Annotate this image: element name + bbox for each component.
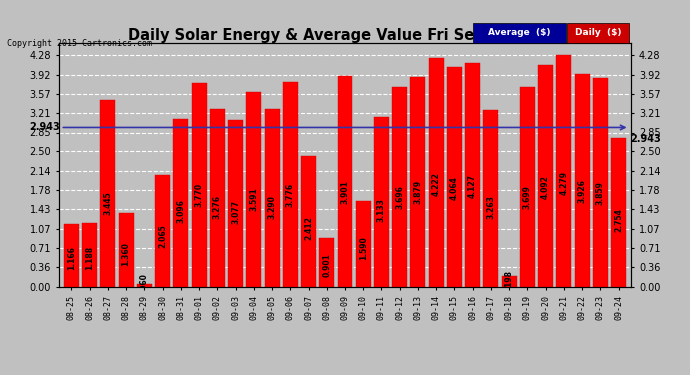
Bar xyxy=(447,67,462,287)
Bar xyxy=(538,65,553,287)
Text: 0.198: 0.198 xyxy=(504,270,513,294)
Bar xyxy=(246,92,262,287)
Text: 3.263: 3.263 xyxy=(486,195,495,219)
Bar xyxy=(411,77,426,287)
Bar xyxy=(337,76,353,287)
Text: 2.412: 2.412 xyxy=(304,216,313,240)
Bar xyxy=(502,276,517,287)
Text: 3.776: 3.776 xyxy=(286,183,295,207)
Bar xyxy=(228,120,243,287)
Text: 3.859: 3.859 xyxy=(596,181,605,205)
Text: 4.127: 4.127 xyxy=(469,174,477,198)
Text: 3.901: 3.901 xyxy=(340,180,350,204)
Text: 1.166: 1.166 xyxy=(67,246,76,270)
Bar xyxy=(137,284,152,287)
Text: 2.065: 2.065 xyxy=(158,225,167,248)
Text: 3.879: 3.879 xyxy=(413,180,422,204)
Text: Average  ($): Average ($) xyxy=(488,28,551,38)
Text: 4.092: 4.092 xyxy=(541,175,550,199)
Bar xyxy=(611,138,626,287)
Text: 1.188: 1.188 xyxy=(85,246,94,270)
Text: 3.696: 3.696 xyxy=(395,185,404,209)
Text: 0.901: 0.901 xyxy=(322,253,331,277)
Bar xyxy=(64,224,79,287)
Text: Daily  ($): Daily ($) xyxy=(575,28,622,38)
Bar xyxy=(283,82,298,287)
Bar xyxy=(520,87,535,287)
Text: 2.943: 2.943 xyxy=(631,134,661,144)
Bar xyxy=(392,87,407,287)
Text: 3.770: 3.770 xyxy=(195,183,204,207)
Text: 4.064: 4.064 xyxy=(450,176,459,200)
Bar xyxy=(192,82,206,287)
Text: 3.096: 3.096 xyxy=(177,200,186,223)
Text: 1.360: 1.360 xyxy=(121,242,130,266)
Text: 3.699: 3.699 xyxy=(523,185,532,209)
Bar xyxy=(82,222,97,287)
Title: Daily Solar Energy & Average Value Fri Sep 25 18:40: Daily Solar Energy & Average Value Fri S… xyxy=(128,28,562,43)
Text: 0.060: 0.060 xyxy=(140,273,149,297)
Bar xyxy=(101,100,115,287)
Text: 4.279: 4.279 xyxy=(560,171,569,195)
Bar xyxy=(374,117,389,287)
Text: 4.222: 4.222 xyxy=(432,172,441,196)
Text: 3.276: 3.276 xyxy=(213,195,221,219)
Bar xyxy=(556,55,571,287)
Bar xyxy=(119,213,134,287)
Bar xyxy=(155,175,170,287)
Bar xyxy=(356,201,371,287)
Text: 1.590: 1.590 xyxy=(359,236,368,260)
Bar xyxy=(264,109,279,287)
Text: 3.926: 3.926 xyxy=(578,179,586,203)
Text: 3.445: 3.445 xyxy=(104,191,112,215)
Bar xyxy=(319,238,334,287)
Text: Copyright 2015 Cartronics.com: Copyright 2015 Cartronics.com xyxy=(7,39,152,48)
Text: 3.290: 3.290 xyxy=(268,195,277,219)
Text: 2.943: 2.943 xyxy=(29,123,59,132)
Text: 3.591: 3.591 xyxy=(249,188,258,211)
Bar xyxy=(173,119,188,287)
Bar xyxy=(465,63,480,287)
Text: 2.754: 2.754 xyxy=(614,208,623,232)
Bar xyxy=(575,74,589,287)
Text: 3.077: 3.077 xyxy=(231,200,240,224)
Bar xyxy=(301,156,316,287)
Bar xyxy=(428,58,444,287)
Text: 3.133: 3.133 xyxy=(377,199,386,222)
Bar xyxy=(593,78,608,287)
Bar xyxy=(484,110,498,287)
Bar xyxy=(210,110,225,287)
